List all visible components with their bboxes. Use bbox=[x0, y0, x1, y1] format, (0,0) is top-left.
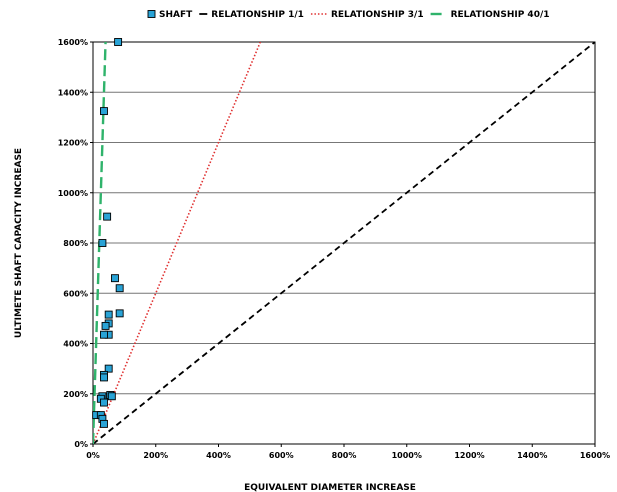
shaft-point bbox=[100, 373, 108, 382]
y-tick-label: 200% bbox=[63, 390, 88, 399]
legend-swatch-marker bbox=[147, 10, 156, 18]
shaft-point bbox=[115, 284, 124, 293]
legend-label: RELATIONSHIP 40/1 bbox=[451, 10, 550, 20]
y-tick-label: 1200% bbox=[58, 139, 88, 148]
y-tick-label: 600% bbox=[63, 289, 88, 298]
shaft-point bbox=[101, 321, 110, 330]
shaft-point bbox=[111, 274, 119, 283]
y-tick-label: 1400% bbox=[58, 88, 88, 97]
shaft-point bbox=[100, 398, 108, 407]
y-axis-title: ULTIMETE SHAFT CAPACITY INCREASE bbox=[14, 148, 24, 338]
y-tick-label: 1000% bbox=[58, 189, 88, 198]
x-tick-label: 400% bbox=[206, 451, 231, 460]
x-tick-label: 1200% bbox=[454, 451, 484, 460]
shaft-point bbox=[100, 107, 108, 116]
shaft-point bbox=[107, 392, 116, 401]
y-tick-label: 1600% bbox=[58, 38, 88, 47]
x-tick-label: 600% bbox=[269, 451, 294, 460]
y-tick-label: 800% bbox=[63, 239, 88, 248]
x-tick-label: 800% bbox=[332, 451, 357, 460]
shaft-point bbox=[103, 212, 112, 221]
shaft-point bbox=[98, 239, 107, 247]
x-tick-label: 1400% bbox=[517, 451, 547, 460]
x-tick-label: 1000% bbox=[392, 451, 422, 460]
shaft-point bbox=[115, 309, 124, 318]
shaft-point bbox=[100, 419, 108, 428]
legend-label: SHAFT bbox=[159, 10, 193, 20]
y-tick-label: 0% bbox=[74, 440, 88, 449]
legend: SHAFT RELATIONSHIP 1/1 RELATIONSHIP 3/1 REL… bbox=[147, 10, 550, 20]
shaft-point bbox=[100, 330, 108, 339]
y-tick-label: 400% bbox=[63, 340, 88, 349]
shaft-point bbox=[104, 310, 113, 319]
shaft-point bbox=[114, 38, 123, 46]
legend-label: RELATIONSHIP 3/1 bbox=[331, 10, 424, 20]
x-tick-label: 0% bbox=[86, 451, 100, 460]
shaft-point bbox=[104, 364, 113, 373]
legend-label: RELATIONSHIP 1/1 bbox=[211, 10, 304, 20]
x-tick-label: 200% bbox=[143, 451, 168, 460]
relationship-line bbox=[93, 42, 595, 444]
x-tick-label: 1600% bbox=[580, 451, 610, 460]
relationship-line bbox=[93, 42, 262, 444]
x-axis-title: EQUIVALENT DIAMETER INCREASE bbox=[244, 483, 416, 492]
